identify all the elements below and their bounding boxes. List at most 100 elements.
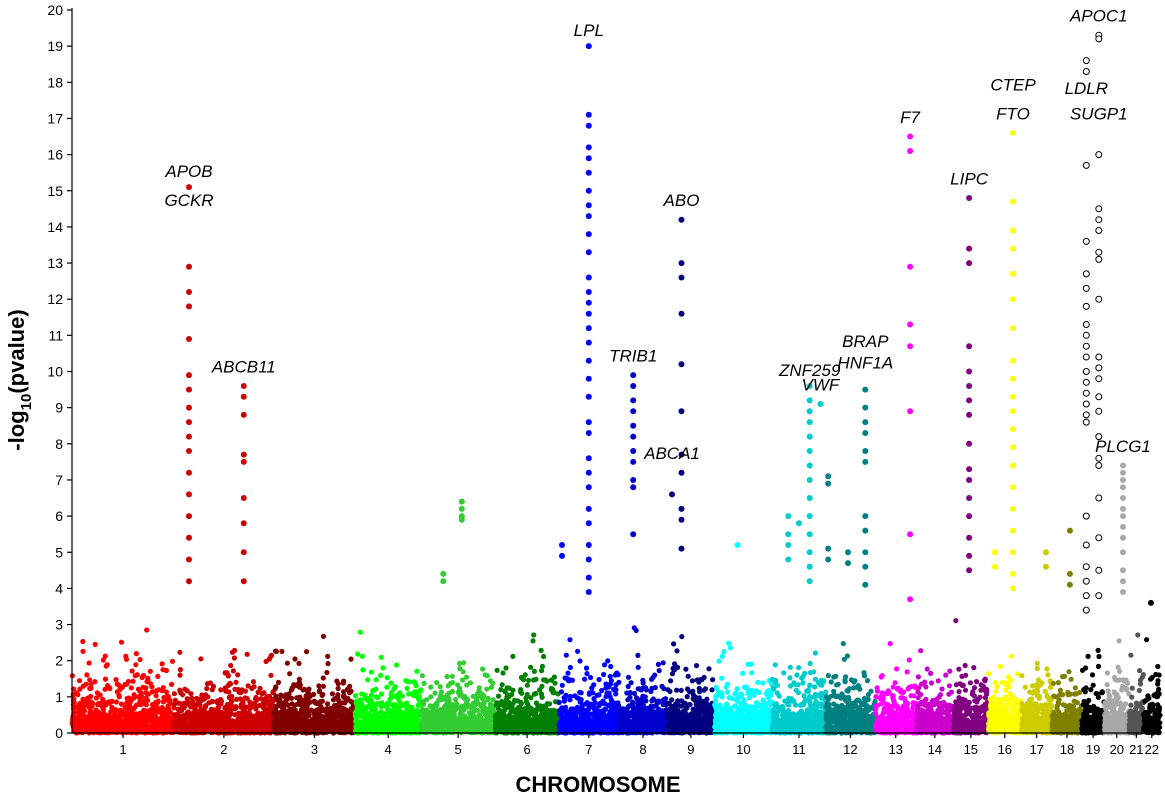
background-point — [476, 685, 482, 691]
background-point — [293, 711, 299, 717]
background-point — [368, 701, 374, 707]
background-point — [144, 722, 150, 728]
background-point — [506, 704, 512, 710]
background-point — [320, 721, 326, 727]
background-point — [274, 720, 280, 726]
background-point — [272, 686, 278, 692]
background-point — [92, 641, 98, 648]
background-point — [332, 714, 338, 720]
background-point — [223, 688, 229, 694]
background-point — [365, 677, 371, 683]
background-point — [143, 729, 149, 735]
background-point — [531, 677, 537, 683]
background-point — [124, 695, 130, 702]
background-point — [386, 726, 392, 733]
background-point — [92, 679, 98, 685]
chromosome-6-points — [492, 632, 562, 736]
background-point — [384, 675, 390, 681]
background-point — [145, 708, 151, 714]
background-point — [538, 647, 544, 654]
background-point — [531, 632, 537, 638]
background-point — [222, 670, 228, 676]
background-point — [97, 719, 103, 725]
background-point — [341, 720, 347, 726]
background-point — [499, 682, 505, 688]
background-point — [102, 676, 109, 682]
background-point — [368, 669, 374, 675]
background-point — [452, 703, 458, 709]
chromosome-8-points — [616, 625, 670, 736]
background-point — [228, 698, 234, 705]
background-point — [518, 699, 524, 705]
background-point — [86, 660, 92, 666]
background-point — [412, 721, 418, 727]
background-point — [272, 709, 278, 715]
background-point — [239, 688, 245, 694]
background-point — [222, 704, 228, 711]
background-point — [187, 716, 193, 722]
background-point — [504, 694, 510, 700]
background-point — [414, 668, 420, 674]
background-point — [425, 726, 431, 732]
background-point — [278, 692, 284, 698]
background-point — [484, 686, 490, 692]
background-point — [415, 702, 421, 709]
background-point — [559, 682, 565, 688]
background-point — [380, 665, 386, 671]
chromosome-3-points — [271, 633, 358, 736]
background-point — [144, 690, 150, 697]
background-point — [209, 698, 215, 705]
background-point — [94, 690, 100, 696]
background-point — [263, 658, 269, 665]
background-point — [599, 700, 605, 706]
background-point — [355, 651, 361, 657]
background-point — [597, 727, 603, 734]
background-point — [373, 686, 379, 692]
background-point — [88, 693, 94, 700]
background-point — [103, 663, 109, 669]
background-point — [147, 668, 153, 674]
background-point — [387, 696, 393, 702]
background-point — [611, 727, 617, 733]
background-point — [119, 639, 125, 645]
background-point — [203, 692, 209, 698]
background-point — [283, 698, 289, 704]
background-point — [364, 721, 370, 727]
background-point — [608, 663, 614, 670]
background-point — [524, 682, 531, 688]
background-point — [297, 702, 303, 708]
background-point — [143, 702, 149, 708]
background-point — [178, 713, 184, 720]
background-point — [136, 694, 142, 700]
background-point — [366, 711, 372, 717]
background-point — [404, 725, 410, 731]
background-point — [539, 668, 545, 674]
background-point — [577, 689, 583, 696]
background-point — [153, 688, 159, 694]
background-point — [344, 725, 350, 731]
background-point — [218, 687, 224, 693]
background-point — [81, 726, 87, 732]
background-point — [541, 721, 547, 727]
background-point — [567, 637, 573, 643]
background-point — [169, 681, 175, 688]
background-point — [108, 729, 114, 735]
background-point — [582, 676, 588, 682]
background-point — [587, 674, 594, 681]
background-point — [231, 719, 237, 725]
background-point — [544, 701, 551, 707]
background-point — [294, 695, 300, 701]
background-point — [605, 729, 611, 735]
background-point — [602, 706, 609, 712]
background-point — [436, 697, 442, 703]
background-point — [404, 702, 410, 708]
background-point — [233, 705, 239, 711]
background-point — [244, 651, 250, 657]
background-point — [563, 704, 569, 710]
background-point — [614, 670, 620, 676]
background-point — [524, 691, 530, 698]
background-point — [116, 682, 122, 688]
background-point — [574, 704, 581, 710]
background-point — [83, 681, 89, 687]
background-point — [500, 702, 506, 708]
